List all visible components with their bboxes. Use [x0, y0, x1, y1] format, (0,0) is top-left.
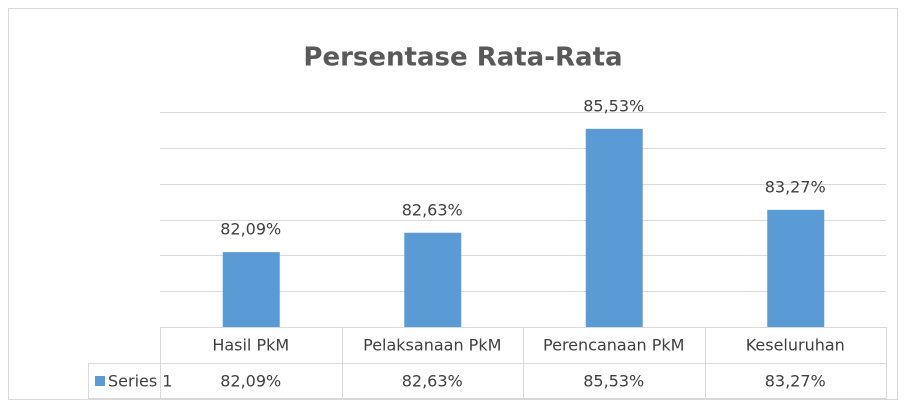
x-tick-label: Perencanaan PkM — [543, 336, 684, 355]
chart-title: Persentase Rata-Rata — [303, 43, 622, 73]
bar — [404, 232, 462, 327]
bar — [222, 252, 280, 327]
table-value: 82,09% — [220, 372, 281, 391]
table-value: 85,53% — [583, 372, 644, 391]
table-value: 83,27% — [765, 372, 826, 391]
data-label: 83,27% — [765, 177, 826, 196]
data-label: 82,09% — [220, 220, 281, 239]
x-tick-label: Pelaksanaan PkM — [363, 336, 501, 355]
bar — [585, 128, 643, 327]
data-label: 82,63% — [402, 200, 463, 219]
legend-label: Series 1 — [108, 372, 172, 391]
chart-border — [8, 8, 898, 400]
x-tick-label: Hasil PkM — [212, 336, 289, 355]
legend-swatch — [95, 376, 105, 386]
data-label: 85,53% — [583, 96, 644, 115]
table-value: 82,63% — [402, 372, 463, 391]
bar — [767, 209, 825, 327]
x-tick-label: Keseluruhan — [746, 336, 845, 355]
